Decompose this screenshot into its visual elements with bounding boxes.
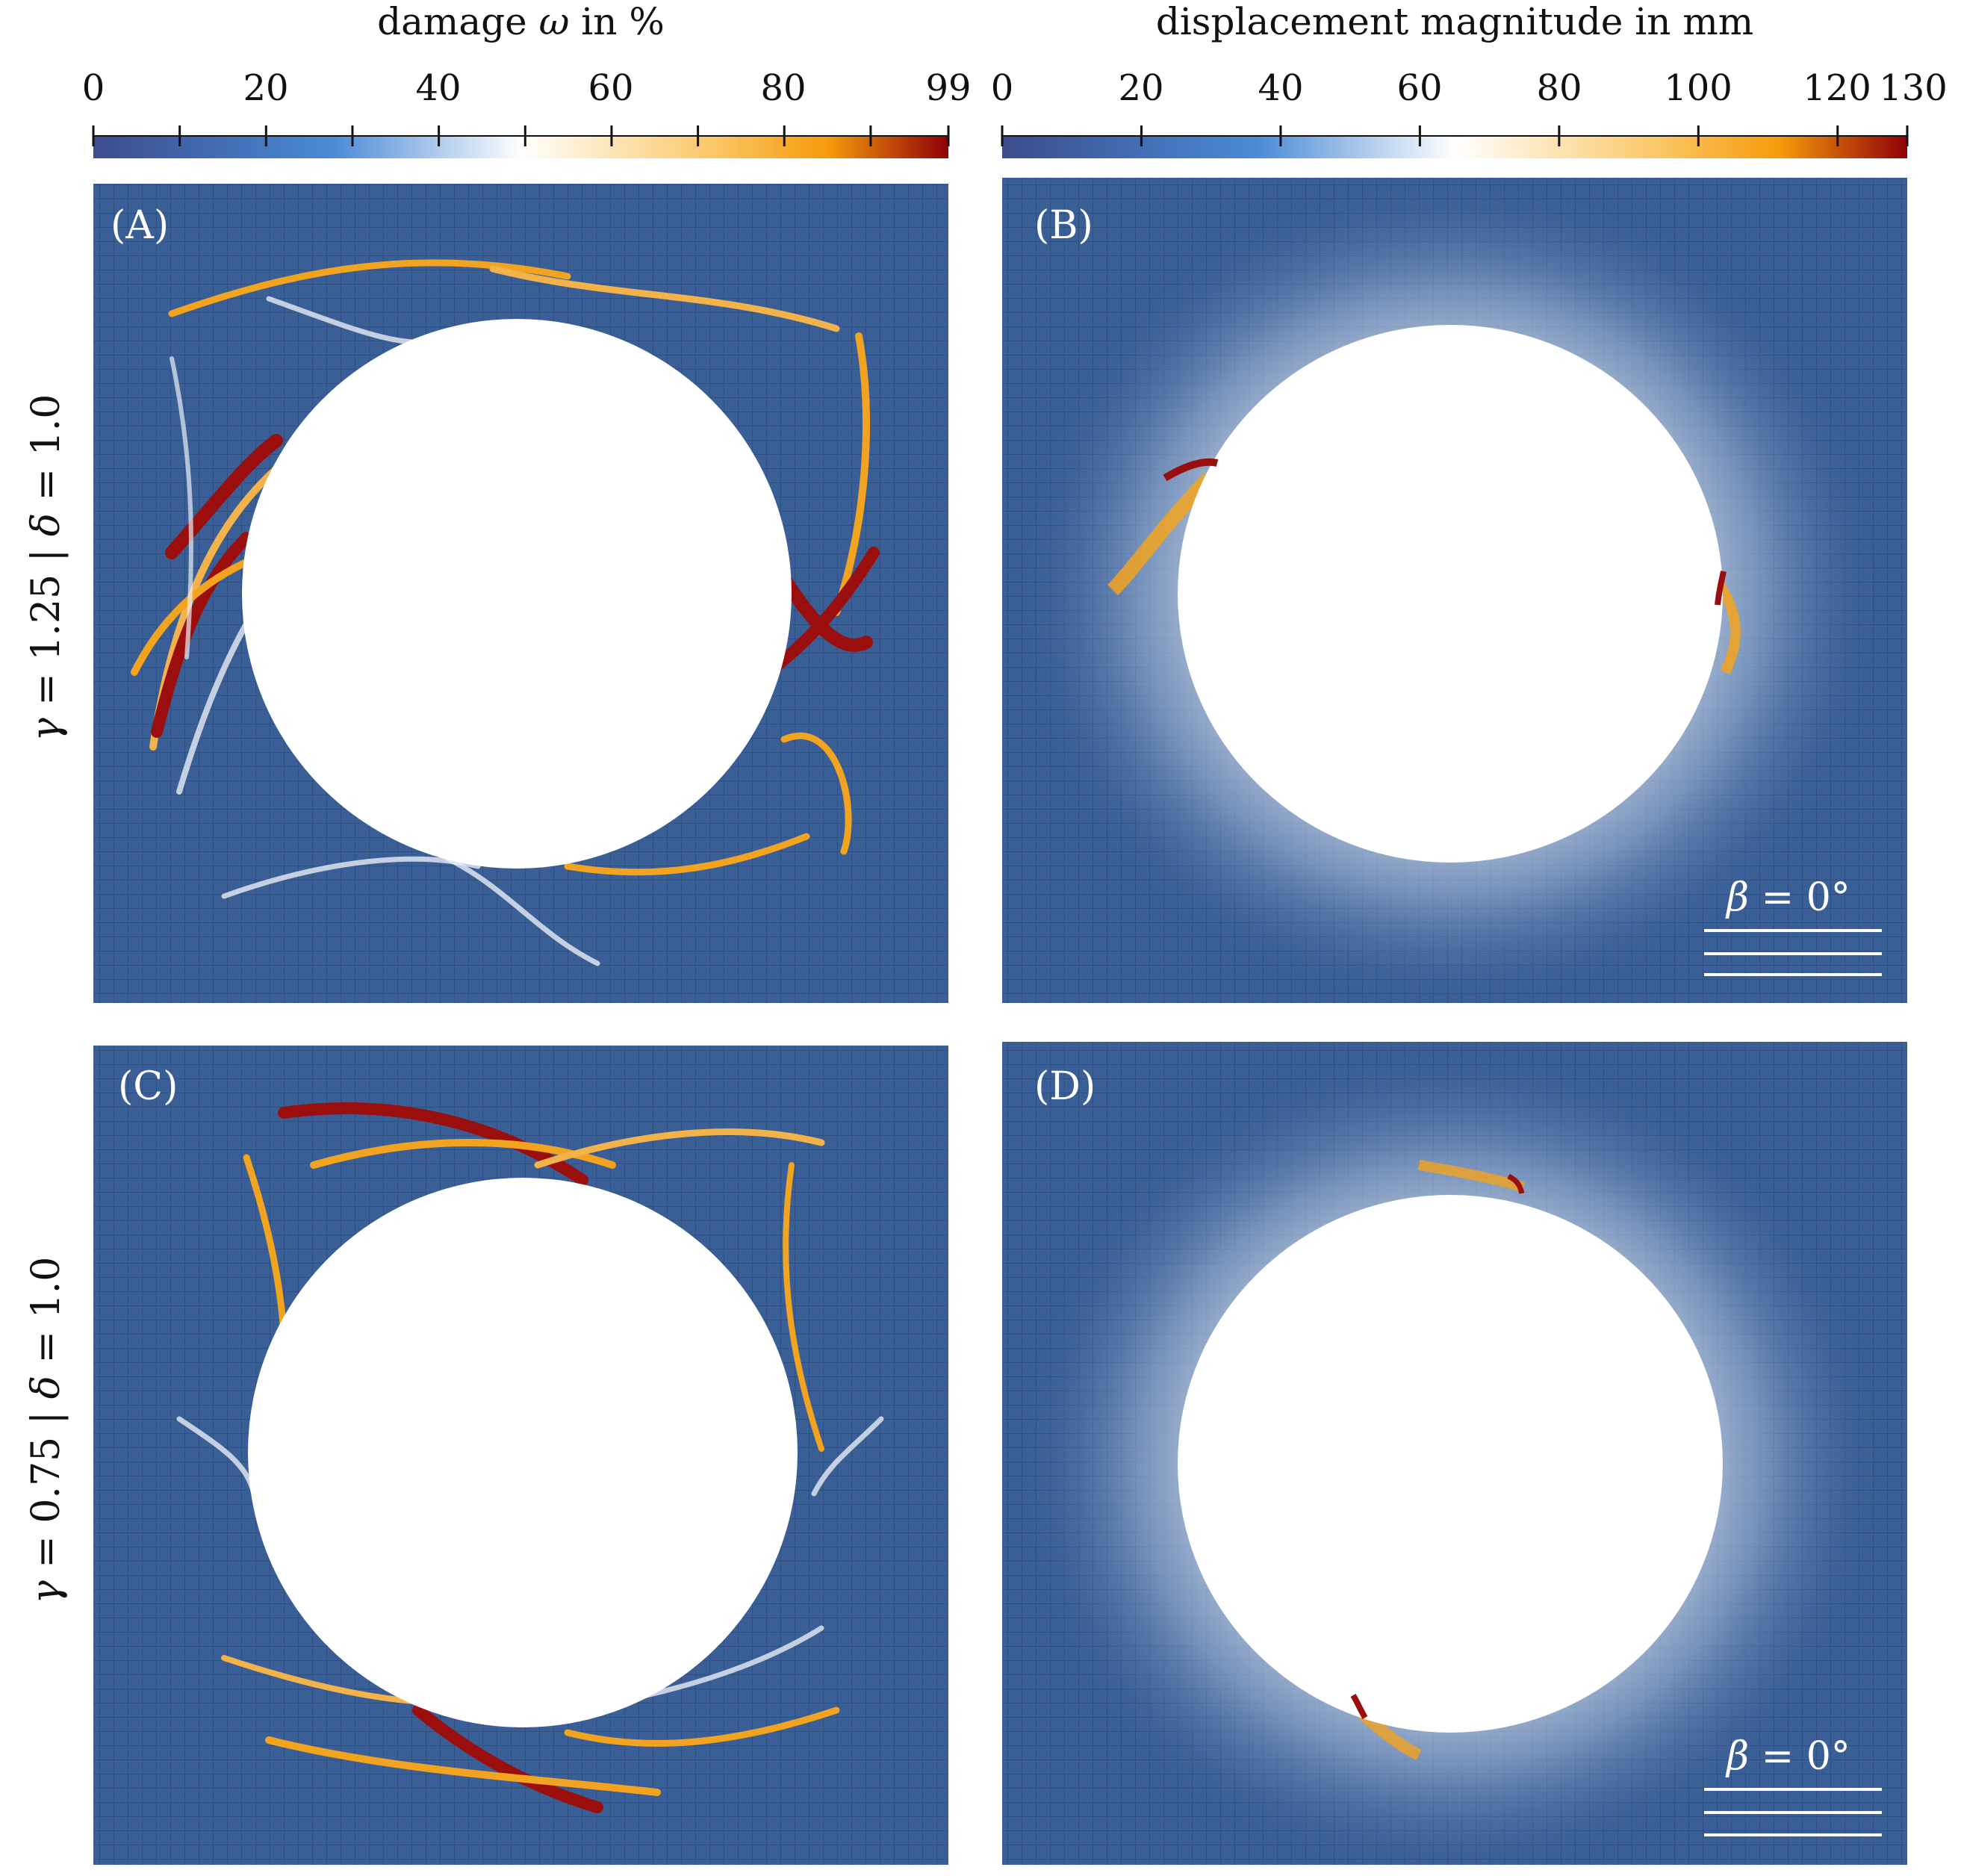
displacement-tick-label: 120: [1803, 67, 1871, 109]
damage-tick-label: 0: [81, 67, 105, 109]
damage-tick-label: 80: [760, 67, 807, 109]
damage-tick-label: 60: [588, 67, 634, 109]
colorbar-ticks: [92, 125, 1909, 146]
displacement-tick-label: 100: [1664, 67, 1732, 109]
panel-b-displacement-field: [1002, 178, 1907, 1003]
damage-colorbar: [93, 136, 948, 158]
displacement-tick-label: 130: [1879, 67, 1948, 109]
damage-tick-label: 99: [925, 67, 972, 109]
beta-lines-d: [1704, 1788, 1882, 1836]
beta-lines-b: [1704, 929, 1882, 976]
row-label-top: γ = 1.25 | δ = 1.0: [24, 394, 69, 742]
panel-label-a: (A): [111, 203, 170, 248]
displacement-tick-label: 20: [1118, 67, 1164, 109]
displacement-colorbar: [1002, 136, 1907, 158]
displacement-tick-label: 40: [1258, 67, 1304, 109]
damage-colorbar-title: damage ω in %: [377, 0, 665, 43]
row-label-bottom: γ = 0.75 | δ = 1.0: [24, 1256, 69, 1604]
beta-label-d: β = 0°: [1727, 1734, 1850, 1779]
panel-c-damage-field: [93, 1046, 948, 1865]
damage-tick-label: 40: [415, 67, 461, 109]
panel-a-damage-field: [93, 184, 948, 1003]
panel-label-b: (B): [1034, 203, 1093, 248]
panel-label-d: (D): [1034, 1064, 1096, 1109]
displacement-tick-label: 80: [1536, 67, 1582, 109]
panel-d-displacement-field: [1002, 1042, 1907, 1865]
displacement-tick-label: 0: [990, 67, 1014, 109]
damage-tick-label: 20: [243, 67, 289, 109]
beta-label-b: β = 0°: [1727, 875, 1850, 920]
displacement-tick-label: 60: [1396, 67, 1443, 109]
panel-label-c: (C): [118, 1064, 178, 1109]
displacement-colorbar-title: displacement magnitude in mm: [1155, 0, 1754, 43]
